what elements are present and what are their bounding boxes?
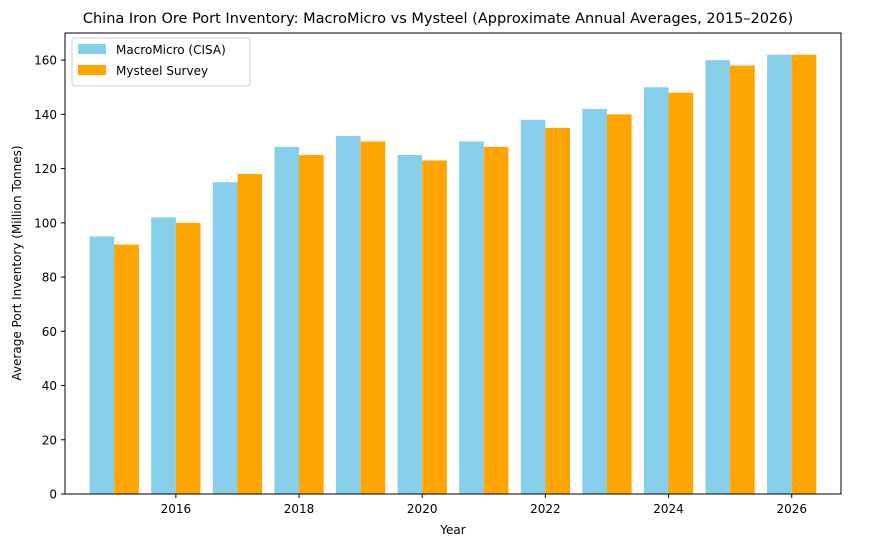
bar-mysteel-2020	[422, 160, 447, 494]
bar-macromicro-2023	[582, 108, 607, 495]
x-tick-label: 2016	[161, 502, 192, 516]
legend-label: Mysteel Survey	[116, 64, 208, 78]
plot-frame	[64, 32, 842, 495]
y-tick-label: 0	[49, 488, 57, 502]
bar-macromicro-2025	[705, 60, 731, 495]
legend: MacroMicro (CISA) Mysteel Survey	[71, 37, 251, 87]
bar-mysteel-2018	[299, 155, 324, 494]
bar-macromicro-2019	[335, 136, 361, 495]
y-tick-label: 80	[42, 271, 57, 285]
legend-label: MacroMicro (CISA)	[116, 43, 226, 57]
bar-macromicro-2016	[151, 217, 176, 494]
y-axis-label: Average Port Inventory (Million Tonnes)	[10, 145, 24, 380]
bar-macromicro-2021	[459, 141, 484, 494]
legend-box	[71, 37, 251, 87]
legend-swatch-mysteel	[78, 65, 106, 75]
y-tick-label: 60	[42, 325, 57, 339]
bar-mysteel-2026	[791, 54, 817, 494]
bar-mysteel-2021	[483, 146, 509, 494]
bar-mysteel-2025	[730, 65, 755, 494]
bar-macromicro-2020	[397, 155, 423, 494]
x-tick-label: 2026	[776, 502, 807, 516]
bar-macromicro-2017	[212, 182, 238, 494]
x-axis: 2016 2018 2020 2022 2024 2026	[161, 494, 807, 516]
bars-group	[89, 54, 817, 495]
bar-macromicro-2026	[767, 54, 792, 494]
y-tick-label: 20	[42, 433, 57, 447]
x-tick-label: 2020	[407, 502, 438, 516]
bar-mysteel-2024	[668, 92, 694, 494]
bar-mysteel-2016	[175, 222, 201, 494]
x-tick-label: 2024	[653, 502, 684, 516]
y-tick-label: 40	[42, 379, 57, 393]
bar-macromicro-2015	[89, 236, 115, 494]
bar-mysteel-2019	[360, 141, 386, 494]
chart-title: China Iron Ore Port Inventory: MacroMicr…	[83, 11, 793, 27]
x-tick-label: 2022	[530, 502, 561, 516]
y-tick-label: 120	[34, 162, 57, 176]
legend-swatch-macromicro	[78, 44, 106, 54]
bar-macromicro-2022	[520, 119, 546, 494]
bar-mysteel-2023	[606, 114, 632, 494]
x-tick-label: 2018	[284, 502, 315, 516]
x-axis-label: Year	[439, 523, 465, 537]
bar-mysteel-2022	[545, 127, 571, 494]
y-tick-label: 140	[34, 108, 57, 122]
bar-mysteel-2015	[114, 244, 139, 494]
y-tick-label: 160	[34, 54, 57, 68]
bar-macromicro-2018	[274, 146, 300, 494]
bar-macromicro-2024	[643, 87, 669, 495]
y-axis: 0 20 40 60 80 100 120 140 160	[34, 54, 65, 502]
bar-mysteel-2017	[237, 174, 263, 494]
y-tick-label: 100	[34, 216, 57, 230]
